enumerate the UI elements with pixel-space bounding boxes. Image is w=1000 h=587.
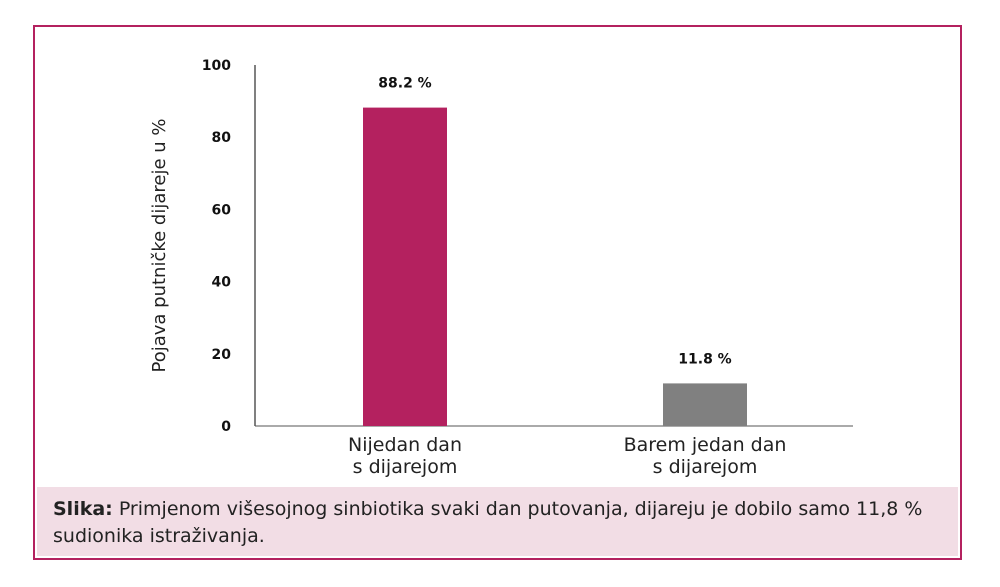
y-tick-label: 80 — [212, 130, 232, 146]
bar — [363, 107, 447, 427]
y-axis-label: Pojava putničke dijareje u % — [149, 118, 170, 372]
y-tick-label: 20 — [212, 347, 232, 363]
caption-label: Slika: — [53, 498, 113, 520]
y-tick-label: 0 — [221, 419, 231, 435]
figure-frame: Pojava putničke dijareje u % 0 20 40 60 80 10… — [33, 25, 962, 560]
bar-value-label: 88.2 % — [378, 76, 431, 92]
figure-caption: Slika: Primjenom višesojnog sinbiotika s… — [37, 487, 958, 556]
caption-text: Primjenom višesojnog sinbiotika svaki da… — [53, 498, 923, 547]
y-tick-label: 100 — [202, 58, 231, 74]
bar-chart: Pojava putničke dijareje u % 0 20 40 60 80 10… — [149, 58, 853, 478]
x-category-label: Nijedan dan s dijarejom — [348, 434, 462, 478]
y-tick-label: 40 — [212, 275, 232, 291]
y-tick-label: 60 — [212, 202, 232, 218]
bar — [663, 383, 747, 426]
bar-value-label: 11.8 % — [678, 351, 731, 367]
x-category-label: Barem jedan dan s dijarejom — [624, 434, 787, 478]
